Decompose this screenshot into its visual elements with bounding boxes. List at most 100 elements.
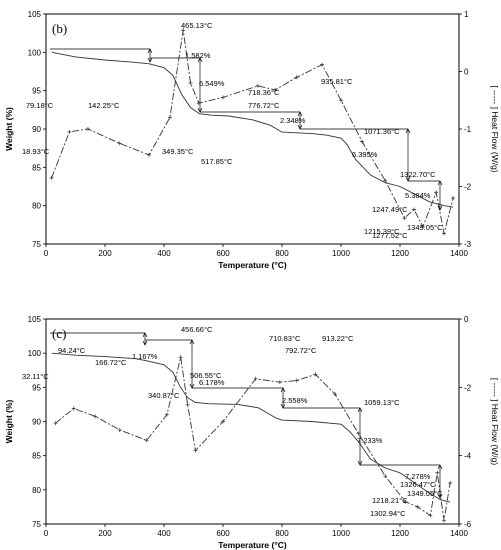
heat-flow-point <box>320 62 325 67</box>
x-tick-label: 0 <box>44 529 49 538</box>
mass-loss-label: 1.582% <box>185 51 211 60</box>
y2-tick-label: 1 <box>464 10 469 19</box>
y-tick-label: 85 <box>32 452 41 461</box>
heat-flow-point <box>441 518 446 523</box>
peak-label: 718.36°C <box>248 88 280 97</box>
y2-tick-label: -2 <box>464 383 472 392</box>
x-tick-label: 400 <box>157 249 171 258</box>
heat-flow-point <box>221 95 225 100</box>
y-tick-label: 95 <box>32 383 41 392</box>
mass-loss-label: 2.558% <box>282 396 308 405</box>
peak-label: 340.87°C <box>148 391 180 400</box>
heat-flow-point <box>434 190 439 195</box>
heat-flow-point <box>185 402 190 407</box>
arrow-head <box>297 111 303 117</box>
x-tick-label: 800 <box>275 249 289 258</box>
mass-loss-label: 5.384% <box>405 191 431 200</box>
y2-tick-label: -6 <box>464 520 472 529</box>
y2-tick-label: -3 <box>464 240 472 249</box>
heat-flow-point <box>53 421 58 426</box>
peak-label: 1218.21°C <box>372 496 408 505</box>
heat-flow-point <box>441 231 446 236</box>
heat-flow-point <box>339 98 343 103</box>
panel-label: (b) <box>52 21 67 36</box>
heat-flow-point <box>147 152 152 157</box>
y-tick-label: 80 <box>32 202 41 211</box>
arrow-head <box>405 176 411 182</box>
arrow-head <box>189 339 195 345</box>
arrow-head <box>197 57 203 63</box>
arrow-head <box>197 107 203 113</box>
heat-flow-point <box>49 175 54 180</box>
x-tick-label: 800 <box>275 529 289 538</box>
x-tick-label: 400 <box>157 529 171 538</box>
arrow-head <box>147 57 153 63</box>
mass-loss-label: 6.395% <box>352 150 378 159</box>
heat-flow-point <box>294 75 299 80</box>
heat-flow-point <box>412 207 417 212</box>
heat-flow-point <box>383 178 388 183</box>
y-tick-label: 105 <box>28 10 42 19</box>
heat-flow-point <box>277 380 282 385</box>
y-tick-label: 85 <box>32 163 41 172</box>
y2-tick-label: -1 <box>464 125 472 134</box>
heat-flow-point <box>193 448 198 453</box>
peak-label: 456.66°C <box>181 325 213 334</box>
mass-loss-label: 6.549% <box>199 79 225 88</box>
mass-loss-label: 7.278% <box>405 472 431 481</box>
arrow-head <box>437 464 443 470</box>
arrow-head <box>280 403 286 409</box>
heat-flow-point <box>164 412 169 417</box>
heat-flow-point <box>221 419 225 424</box>
heat-flow-point <box>253 376 258 381</box>
panel-label: (c) <box>52 326 66 341</box>
weight-line <box>51 352 451 503</box>
arrow-head <box>142 332 148 338</box>
arrow-head <box>297 124 303 130</box>
arrow-head <box>357 407 363 413</box>
heat-flow-point <box>167 115 172 120</box>
x-tick-label: 0 <box>44 249 49 258</box>
arrow-head <box>437 205 443 211</box>
peak-label: 1277.52°C <box>372 231 408 240</box>
x-tick-label: 1400 <box>450 529 468 538</box>
heat-flow-point <box>181 28 186 33</box>
heat-flow-point <box>67 129 72 134</box>
arrow-head <box>437 493 443 499</box>
heat-flow-point <box>117 428 122 433</box>
heat-flow-point <box>178 355 183 360</box>
x-tick-label: 1000 <box>332 529 350 538</box>
heat-flow-point <box>255 83 260 88</box>
peak-label: 1326.47°C <box>400 480 436 489</box>
y-tick-label: 100 <box>28 48 42 57</box>
peak-label: 142.25°C <box>88 101 120 110</box>
peak-label: 1215.39°C <box>364 227 400 236</box>
peak-label: 710.83°C <box>269 334 301 343</box>
plot-frame <box>45 318 460 525</box>
arrow-head <box>147 48 153 54</box>
x-axis-label: Temperature (°C) <box>218 260 287 270</box>
peak-label: 349.35°C <box>162 147 194 156</box>
peak-label: 166.72°C <box>95 358 127 367</box>
heat-flow-point <box>294 378 299 383</box>
peak-label: 506.55°C <box>190 371 222 380</box>
x-tick-label: 600 <box>216 249 230 258</box>
y-tick-label: 95 <box>32 87 41 96</box>
heat-flow-point <box>71 406 76 411</box>
y-tick-label: 90 <box>32 125 41 134</box>
heat-flow-point <box>188 81 193 85</box>
peak-label: 18.93°C <box>22 147 50 156</box>
heat-flow-point <box>333 392 338 397</box>
y-axis-label: Weight (%) <box>4 107 14 151</box>
y2-axis-label: [ ----- ] Heat Flow (W/g) <box>490 378 500 466</box>
peak-label: 465.13°C <box>181 21 213 30</box>
heat-flow-point <box>435 470 440 475</box>
x-tick-label: 1200 <box>391 249 409 258</box>
y2-tick-label: 0 <box>464 315 469 324</box>
arrow-head <box>437 180 443 186</box>
x-axis-label: Temperature (°C) <box>218 540 287 550</box>
panel-b: 0 200 400 600 800 1000 1200 1400758085909510010… <box>4 10 500 270</box>
heat-flow-point <box>144 438 149 443</box>
heat-flow-point <box>93 414 98 419</box>
